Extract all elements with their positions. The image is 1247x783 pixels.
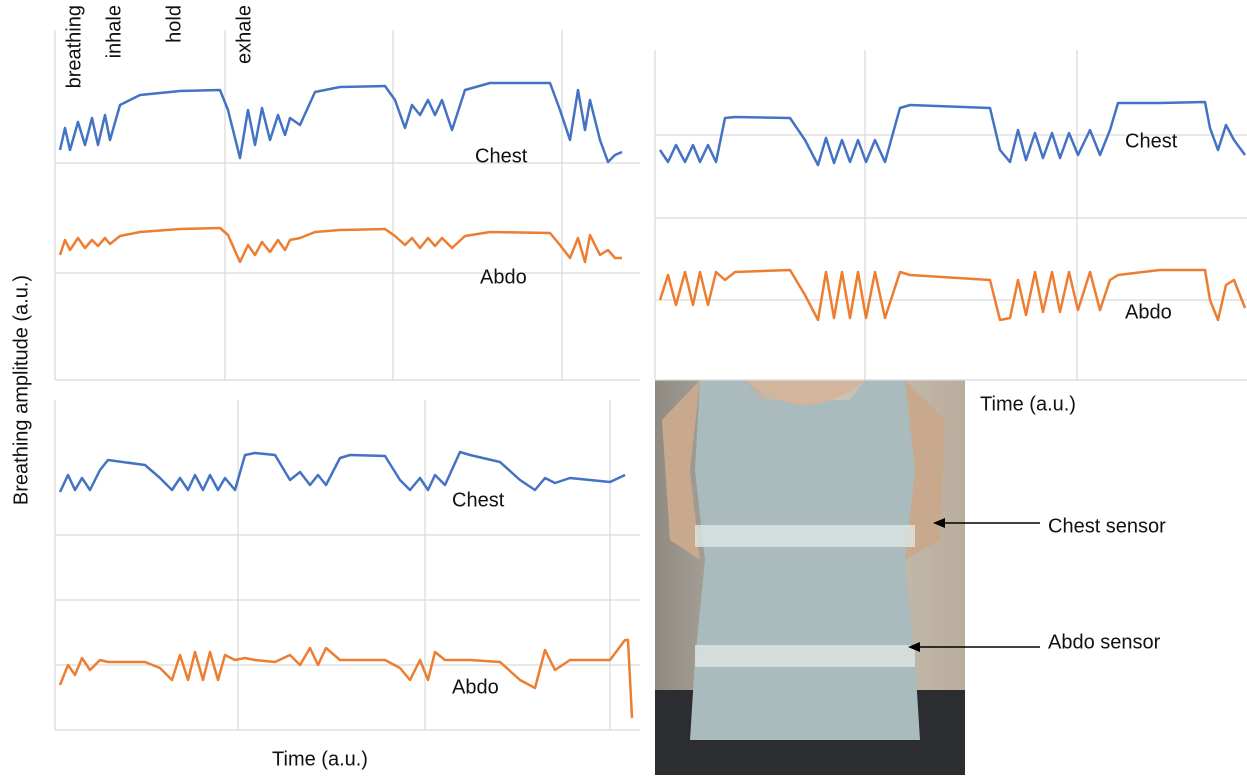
series-label: Chest	[1125, 130, 1178, 152]
series-line	[60, 83, 622, 162]
series-line	[60, 228, 622, 262]
series-label: Abdo	[1125, 301, 1172, 323]
x-axis-label: Time (a.u.)	[272, 748, 368, 770]
series-label: Chest	[452, 489, 505, 511]
series-label: Abdo	[480, 266, 527, 288]
figure: Chest sensor Abdo sensor Breathing ampli…	[0, 0, 1247, 778]
y-axis-label: Breathing amplitude (a.u.)	[10, 275, 32, 505]
annotation: inhale	[103, 5, 125, 58]
series-label: Chest	[475, 145, 528, 167]
annotation: breathing	[63, 5, 85, 88]
series-label: Abdo	[452, 676, 499, 698]
x-axis-label: Time (a.u.)	[980, 393, 1076, 415]
abdo-sensor-label: Abdo sensor	[1048, 631, 1161, 653]
series-line	[60, 452, 625, 492]
series-line	[60, 640, 632, 718]
annotation: exhale	[233, 5, 255, 64]
chest-sensor-label: Chest sensor	[1048, 515, 1166, 537]
annotation: hold	[163, 5, 185, 43]
photo: Chest sensor Abdo sensor	[655, 380, 1166, 775]
